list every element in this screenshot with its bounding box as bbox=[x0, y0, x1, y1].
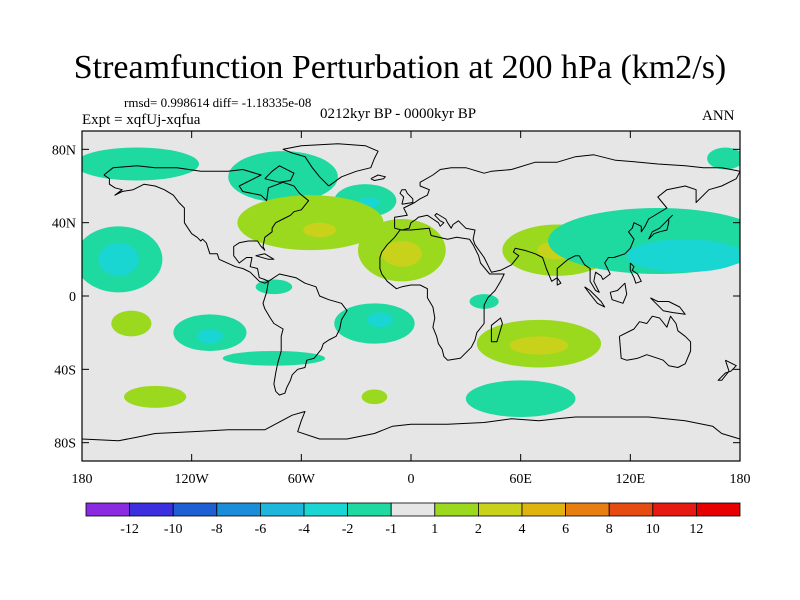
latitude-axis: 80N 40N 0 40S 80S bbox=[52, 143, 740, 452]
colorbar-label: 10 bbox=[646, 522, 660, 537]
colorbar-swatch bbox=[521, 502, 566, 517]
anomaly-region-neg-20 bbox=[197, 329, 223, 344]
lat-label: 40N bbox=[52, 217, 76, 232]
colorbar-label: 8 bbox=[606, 522, 613, 537]
coastline-australia bbox=[618, 315, 692, 368]
map-panel bbox=[81, 130, 741, 462]
map-background bbox=[82, 131, 740, 461]
colorbar-swatch bbox=[129, 502, 174, 517]
colorbar-swatch bbox=[608, 502, 654, 517]
colorbar-swatch bbox=[696, 502, 741, 517]
coastline-borneo bbox=[609, 282, 628, 304]
coastline-cuba bbox=[255, 253, 275, 260]
period-label: 0212kyr BP - 0000kyr BP bbox=[320, 106, 477, 122]
anomaly-region-neg-22 bbox=[367, 312, 393, 328]
lat-label: 0 bbox=[69, 290, 76, 305]
coastline-south-america bbox=[262, 273, 348, 396]
coastline-eurasia bbox=[394, 154, 740, 293]
anomaly-region-neg-15 bbox=[98, 242, 139, 276]
coastline-madagascar bbox=[490, 317, 503, 343]
colorbar-swatch bbox=[390, 502, 436, 517]
experiment-label: Expt = xqfUj-xqfua bbox=[82, 112, 201, 128]
anomaly-region-pos-28 bbox=[361, 389, 388, 405]
coastline-greenland bbox=[282, 143, 379, 187]
colorbar-swatch bbox=[477, 502, 523, 517]
colorbar-label: -8 bbox=[211, 522, 223, 537]
colorbar-label: -4 bbox=[298, 522, 310, 537]
colorbar-swatch bbox=[259, 502, 305, 517]
lon-label: 180 bbox=[730, 472, 751, 487]
anomaly-region-neg-23 bbox=[222, 351, 326, 366]
coastline-africa bbox=[379, 227, 505, 361]
coastline-sri-lanka bbox=[556, 277, 562, 286]
anomaly-region-pos-18 bbox=[111, 310, 152, 337]
colorbar-swatch bbox=[565, 502, 610, 517]
lon-label: 120W bbox=[175, 472, 210, 487]
colorbar-label: 2 bbox=[475, 522, 482, 537]
anomaly-region-pos-6 bbox=[237, 195, 384, 251]
colorbar-swatch bbox=[347, 502, 392, 517]
rmsd-diff-stats: rmsd= 0.998614 diff= -1.18335e-08 bbox=[124, 95, 312, 110]
season-label: ANN bbox=[702, 108, 735, 124]
colorbar-swatch bbox=[85, 502, 130, 517]
colorbar-label: 6 bbox=[562, 522, 569, 537]
colorbar-label: -10 bbox=[164, 522, 183, 537]
lon-label: 120E bbox=[616, 472, 646, 487]
colorbar-label: 1 bbox=[431, 522, 438, 537]
lat-label: 80S bbox=[54, 437, 76, 452]
colorbar-swatch bbox=[172, 502, 218, 517]
anomaly-region-pos-26 bbox=[124, 385, 187, 408]
coastline-great-britain bbox=[399, 189, 414, 205]
colorbar-label: -12 bbox=[120, 522, 139, 537]
coastline-new-zealand bbox=[717, 359, 737, 381]
colorbar-label: 12 bbox=[689, 522, 703, 537]
anomaly-region-neg-1 bbox=[82, 147, 199, 181]
anomaly-region-pos-7 bbox=[303, 222, 337, 238]
coastline-antarctica bbox=[82, 411, 740, 442]
colorbar-label: 4 bbox=[519, 522, 526, 537]
colorbar-label: -2 bbox=[342, 522, 354, 537]
lat-label: 80N bbox=[52, 143, 76, 158]
colorbar-swatch bbox=[652, 502, 697, 517]
coastline-sumatra bbox=[584, 286, 606, 308]
colorbar-label: -1 bbox=[385, 522, 397, 537]
coastline-north-america bbox=[103, 165, 310, 284]
coastline-japan bbox=[648, 214, 673, 240]
anomaly-region-pos-25 bbox=[509, 336, 569, 355]
anomaly-region-neg-3 bbox=[707, 147, 740, 170]
anomaly-contours bbox=[82, 147, 740, 417]
longitude-axis: 180 120W 60W 0 60E 120E 180 bbox=[72, 131, 751, 487]
coastline-new-guinea bbox=[650, 297, 686, 315]
anomaly-region-neg-13 bbox=[626, 239, 740, 273]
anomaly-region-neg-2 bbox=[228, 151, 338, 203]
colorbar-swatch bbox=[303, 502, 348, 517]
lon-label: 0 bbox=[408, 472, 415, 487]
coastline-baffin-island bbox=[264, 165, 295, 183]
lat-label: 40S bbox=[54, 363, 76, 378]
colorbar-swatch bbox=[434, 502, 479, 517]
chart-title: Streamfunction Perturbation at 200 hPa (… bbox=[73, 49, 727, 86]
colorbar-swatch bbox=[216, 502, 261, 517]
lon-label: 60W bbox=[288, 472, 316, 487]
coastline-iceland bbox=[370, 174, 386, 181]
anomaly-region-neg-17 bbox=[469, 294, 499, 309]
coastlines bbox=[82, 143, 740, 442]
colorbar-label: -6 bbox=[255, 522, 267, 537]
lon-label: 60E bbox=[509, 472, 532, 487]
coastline-philippines bbox=[629, 262, 642, 284]
anomaly-region-pos-9 bbox=[381, 241, 422, 267]
lon-label: 180 bbox=[72, 472, 93, 487]
anomaly-region-neg-27 bbox=[465, 380, 576, 417]
colorbar: -12 -10 -8 -6 -4 -2 -1 1 2 4 6 8 10 12 bbox=[85, 502, 741, 537]
